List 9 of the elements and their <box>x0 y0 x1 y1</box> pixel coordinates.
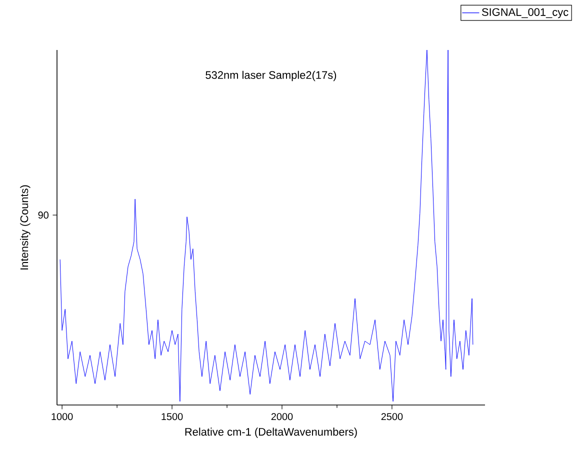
text: 532nm laser Sample2(17s) <box>206 70 336 82</box>
x-tick-label: 2000 <box>271 413 293 420</box>
x-axis-title: Relative cm-1 (DeltaWavenumbers) <box>185 428 357 438</box>
x-tick-label: 1000 <box>52 413 73 420</box>
legend-label: SIGNAL_001_cyc <box>482 8 568 18</box>
x-tick-label: 2500 <box>381 413 403 420</box>
text: 90 <box>38 212 49 219</box>
y-axis-title: Intensity (Counts) <box>20 185 30 270</box>
x-tick-label: 1500 <box>162 413 183 420</box>
